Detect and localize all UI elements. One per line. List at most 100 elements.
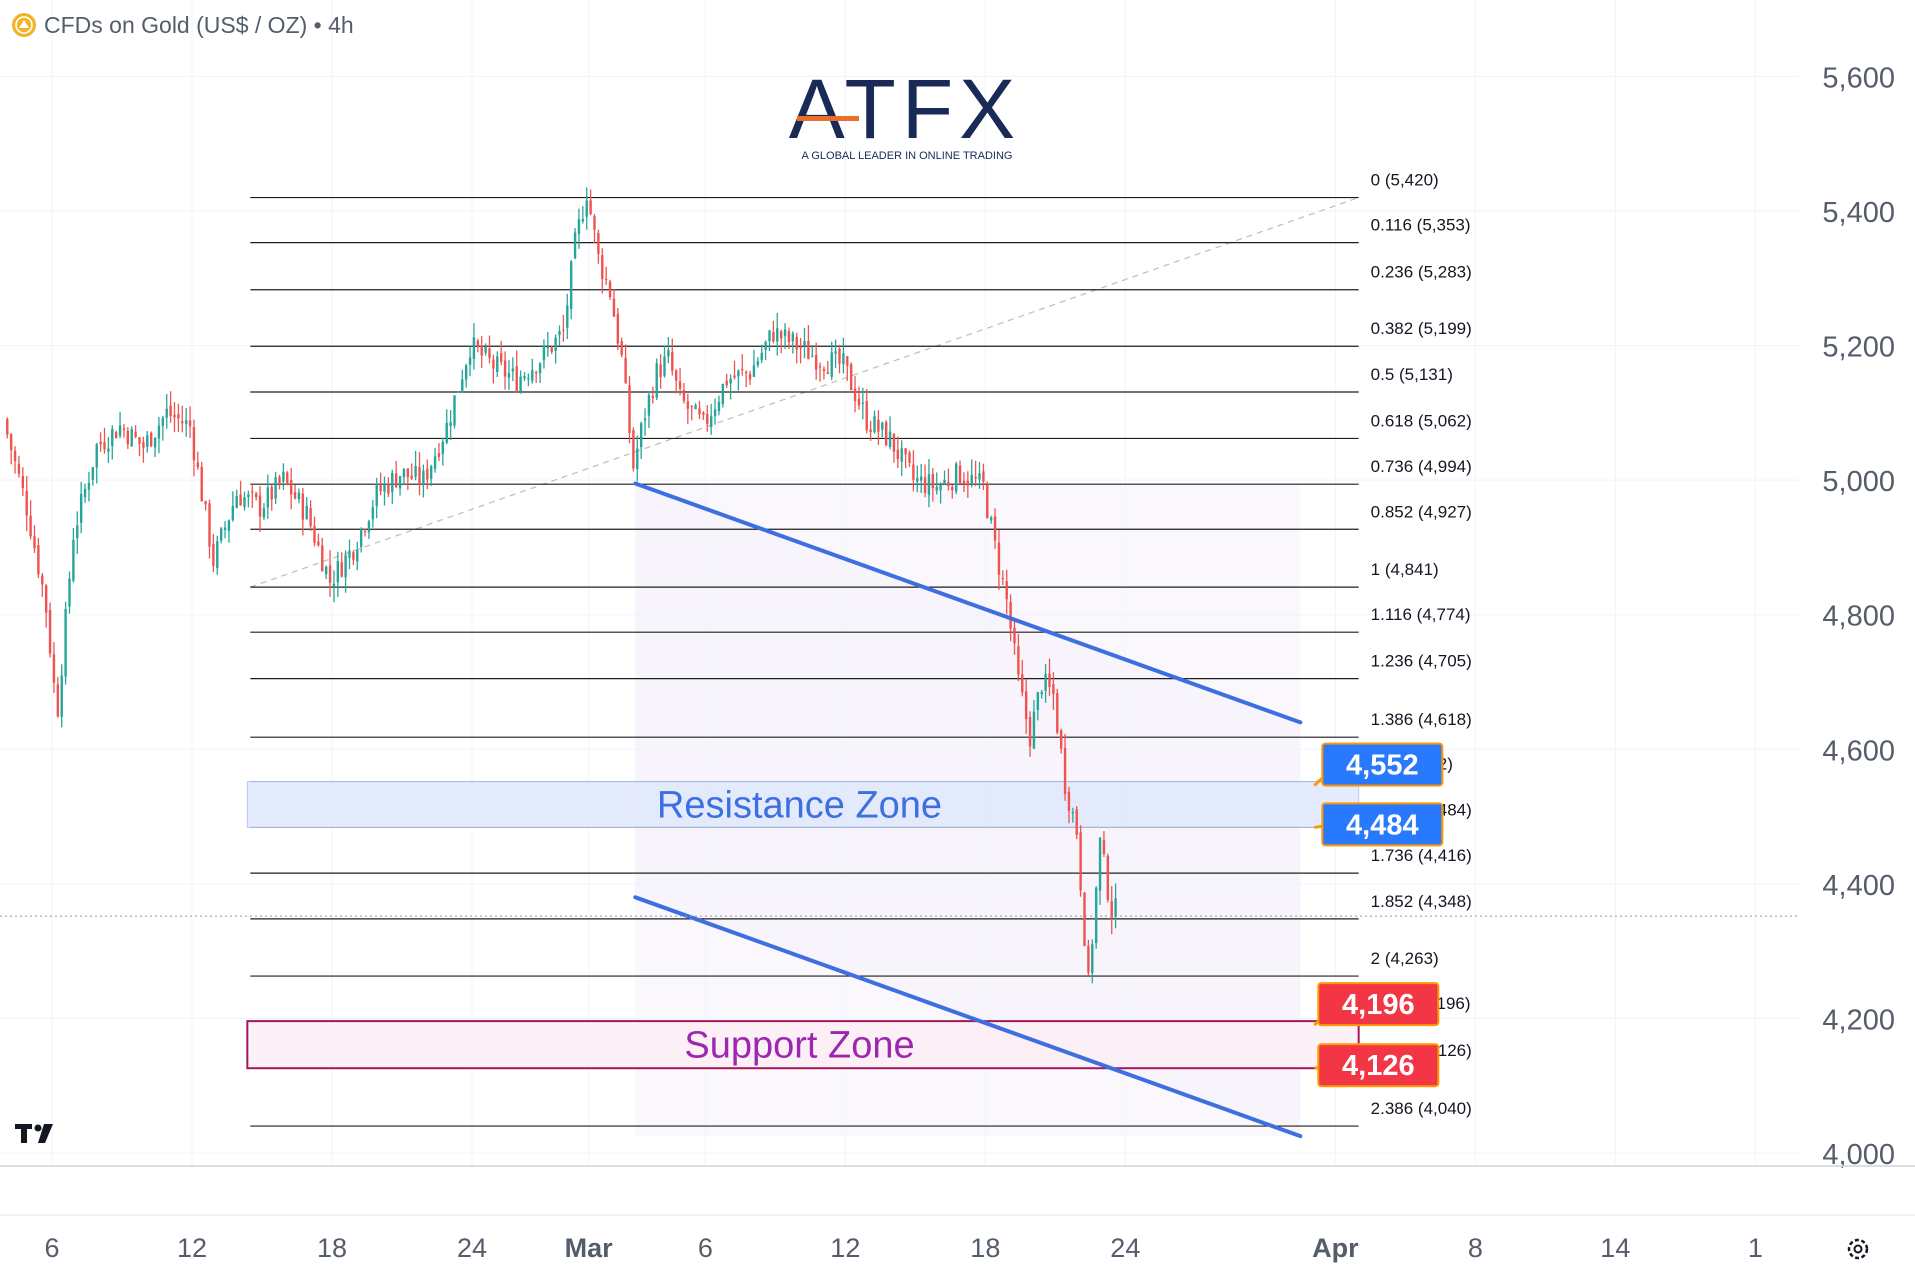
- tradingview-logo-icon[interactable]: [15, 1124, 53, 1143]
- atfx-logo: ATFX A GLOBAL LEADER IN ONLINE TRADING: [789, 62, 1021, 162]
- candle-up: [83, 488, 87, 498]
- fib-level-label: 1.736 (4,416): [1371, 846, 1472, 865]
- candle-down: [741, 368, 744, 371]
- candle-down: [321, 545, 324, 572]
- candle-up: [76, 525, 79, 539]
- time-tick-label: 18: [317, 1233, 347, 1263]
- candle-down: [1028, 716, 1032, 747]
- candle-down: [126, 430, 130, 445]
- candle-down: [1067, 791, 1071, 811]
- time-tick-label: 12: [177, 1233, 207, 1263]
- candle-up: [445, 422, 448, 443]
- candle-down: [951, 487, 954, 491]
- fib-level-label: 0.5 (5,131): [1371, 365, 1453, 384]
- resistance-zone-label: Resistance Zone: [657, 784, 942, 826]
- candle-down: [1079, 832, 1082, 891]
- candle-down: [9, 434, 13, 451]
- candle-down: [690, 405, 693, 407]
- candle-up: [709, 416, 713, 427]
- logo-tagline: A GLOBAL LEADER IN ONLINE TRADING: [802, 150, 1013, 162]
- candle-down: [181, 421, 184, 424]
- candle-up: [803, 341, 806, 346]
- time-tick-label: Apr: [1312, 1233, 1359, 1263]
- candle-down: [313, 525, 316, 543]
- candle-down: [682, 390, 686, 401]
- candle-down: [892, 433, 896, 452]
- candle-up: [760, 352, 763, 361]
- fib-level-label: 0.852 (4,927): [1371, 502, 1472, 521]
- candle-down: [787, 331, 791, 343]
- candle-up: [531, 369, 534, 381]
- candle-up: [764, 341, 767, 350]
- price-axis[interactable]: 4,0004,2004,4004,6004,8005,0005,2005,400…: [1798, 0, 1895, 1171]
- settings-icon[interactable]: [1847, 1238, 1869, 1260]
- candle-up: [721, 384, 725, 405]
- candle-down: [103, 442, 106, 450]
- price-badge-label: 4,196: [1342, 989, 1415, 1021]
- candle-down: [492, 359, 495, 369]
- candle-down: [169, 405, 172, 417]
- candle-up: [569, 261, 573, 309]
- candle-up: [970, 474, 973, 484]
- candle-up: [566, 305, 569, 328]
- candle-up: [919, 476, 923, 481]
- candle-down: [1075, 809, 1078, 835]
- candle-up: [511, 368, 515, 372]
- candle-up: [324, 566, 328, 575]
- candle-down: [807, 341, 810, 360]
- candle-up: [1036, 692, 1040, 711]
- candle-down: [208, 503, 211, 547]
- logo-accent-bar: [797, 116, 859, 121]
- candle-up: [332, 583, 336, 587]
- price-zones: Resistance Zone Support Zone: [246, 781, 1360, 1070]
- candle-up: [184, 420, 188, 425]
- candle-down: [142, 442, 145, 448]
- candle-up: [146, 435, 149, 447]
- candle-up: [519, 376, 522, 392]
- candle-down: [196, 462, 200, 468]
- candle-down: [309, 508, 312, 526]
- time-axis[interactable]: 6 12 18 24 Mar 6 12 18 24 Apr 8 14 1: [0, 1165, 1915, 1263]
- candle-down: [13, 450, 17, 462]
- price-badge-label: 4,484: [1346, 809, 1419, 841]
- candle-up: [554, 337, 557, 351]
- candle-up: [643, 418, 647, 421]
- price-tick-label: 4,200: [1822, 1004, 1895, 1036]
- candle-up: [383, 483, 386, 492]
- candle-up: [464, 365, 468, 380]
- candle-up: [72, 540, 75, 581]
- candle-down: [192, 427, 196, 461]
- candle-down: [908, 452, 911, 463]
- candle-up: [1032, 711, 1036, 749]
- candle-up: [414, 465, 417, 477]
- candle-down: [818, 366, 822, 368]
- candle-down: [534, 372, 538, 374]
- time-tick-label: 12: [830, 1233, 860, 1263]
- candle-down: [134, 431, 137, 437]
- candle-down: [632, 430, 635, 469]
- candle-up: [422, 470, 425, 485]
- candle-up: [636, 448, 639, 470]
- candle-up: [768, 330, 771, 342]
- candle-down: [857, 398, 861, 406]
- candle-up: [496, 356, 499, 372]
- candle-down: [6, 419, 9, 435]
- candle-down: [426, 468, 429, 480]
- candle-up: [729, 378, 732, 384]
- candle-down: [293, 492, 297, 499]
- candle-down: [853, 388, 857, 402]
- candle-down: [628, 385, 631, 433]
- candle-up: [737, 370, 740, 377]
- candle-down: [488, 348, 491, 358]
- candle-down: [1102, 840, 1106, 854]
- fib-level-label: 1 (4,841): [1371, 560, 1439, 579]
- candle-down: [846, 356, 849, 366]
- candle-up: [297, 492, 301, 500]
- candle-down: [620, 341, 623, 356]
- candle-down: [733, 375, 736, 378]
- channel-upper-line: [633, 481, 1303, 725]
- candle-down: [515, 366, 518, 391]
- logo-brand: ATFX: [789, 62, 1021, 156]
- candle-up: [433, 456, 437, 469]
